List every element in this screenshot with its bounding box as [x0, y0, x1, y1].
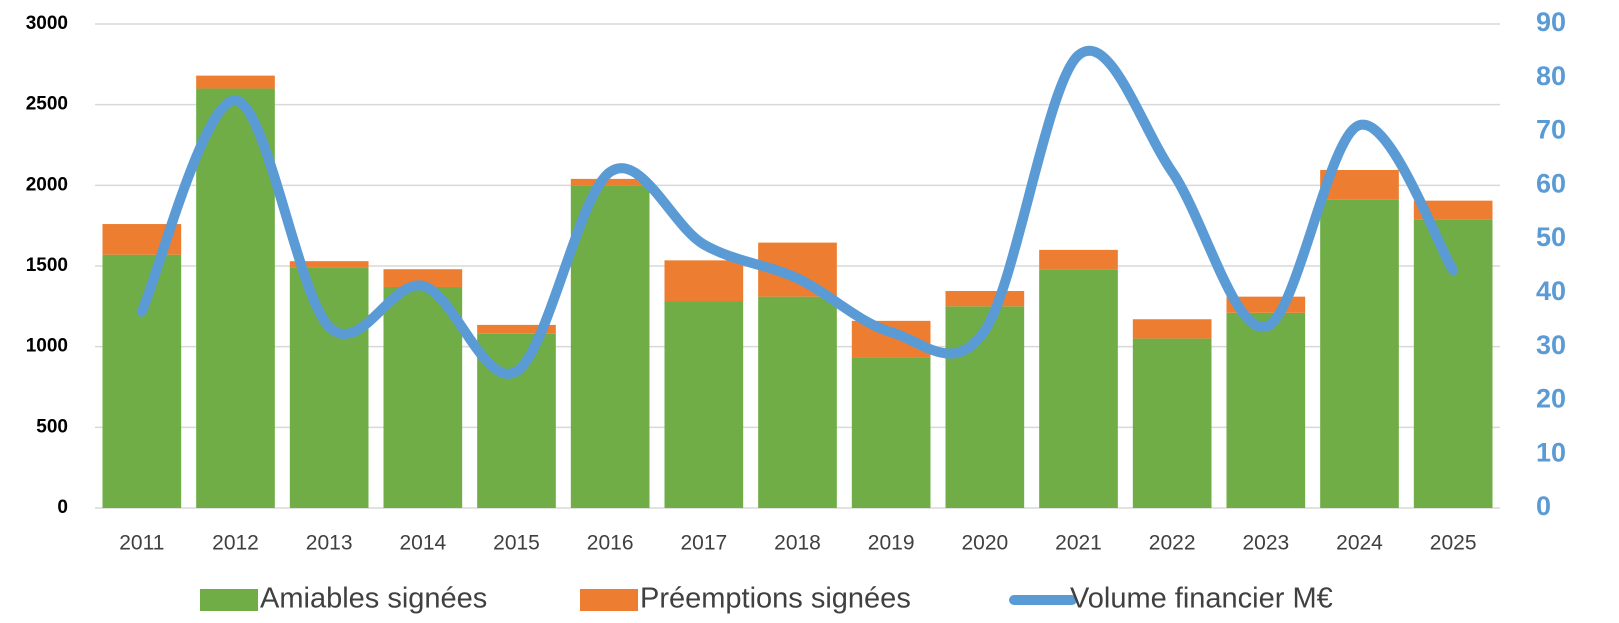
x-tick-label: 2025: [1430, 532, 1477, 555]
bar: [383, 269, 463, 287]
x-tick-label: 2014: [399, 532, 446, 555]
bar: [570, 178, 650, 186]
bar: [664, 260, 744, 302]
bar: [851, 357, 931, 508]
bar: [664, 301, 744, 508]
y2-tick-label: 60: [1536, 168, 1566, 198]
legend-label: Préemptions signées: [640, 583, 911, 615]
y-tick-label: 3000: [26, 13, 68, 34]
x-tick-label: 2021: [1055, 532, 1102, 555]
bar: [1320, 199, 1399, 508]
bar: [1039, 269, 1118, 508]
bar: [570, 185, 650, 509]
y2-tick-label: 30: [1536, 330, 1566, 360]
legend-label: Volume financier M€: [1070, 583, 1333, 615]
y-tick-label: 2500: [26, 94, 68, 115]
bar: [758, 296, 837, 508]
bar: [102, 254, 182, 508]
bar: [1039, 249, 1118, 270]
legend-swatch: [580, 589, 638, 611]
x-tick-label: 2020: [961, 532, 1008, 555]
legend-label: Amiables signées: [260, 583, 487, 615]
x-tick-label: 2016: [587, 532, 634, 555]
y2-tick-label: 90: [1536, 7, 1566, 37]
bar: [1226, 312, 1306, 508]
y-tick-label: 1500: [26, 255, 68, 276]
x-tick-label: 2012: [212, 532, 259, 555]
y2-tick-label: 0: [1536, 491, 1551, 521]
x-tick-label: 2018: [774, 532, 821, 555]
x-tick-label: 2022: [1149, 532, 1196, 555]
bar: [196, 88, 275, 509]
x-tick-label: 2023: [1242, 532, 1289, 555]
y2-tick-label: 80: [1536, 61, 1566, 91]
bar: [945, 291, 1025, 307]
y2-tick-label: 40: [1536, 276, 1566, 306]
y2-tick-label: 70: [1536, 115, 1566, 145]
y-tick-label: 500: [36, 416, 68, 437]
y-tick-label: 2000: [26, 174, 68, 195]
bar: [383, 286, 463, 508]
y2-tick-label: 50: [1536, 222, 1566, 252]
x-tick-label: 2024: [1336, 532, 1383, 555]
bar: [1132, 319, 1212, 339]
x-tick-label: 2015: [493, 532, 540, 555]
bar: [289, 267, 369, 508]
bar: [289, 261, 369, 268]
bar: [1132, 338, 1212, 508]
x-tick-label: 2011: [119, 532, 164, 555]
y-tick-label: 1000: [26, 336, 68, 357]
bar: [196, 75, 275, 89]
y2-tick-label: 20: [1536, 384, 1566, 414]
bar: [477, 324, 556, 334]
y-tick-label: 0: [57, 497, 68, 518]
bar: [1413, 200, 1493, 220]
x-tick-label: 2017: [680, 532, 727, 555]
legend-swatch: [200, 589, 258, 611]
x-tick-label: 2013: [306, 532, 353, 555]
line: [136, 45, 1459, 379]
bar: [945, 306, 1025, 508]
x-tick-label: 2019: [868, 532, 915, 555]
y2-tick-label: 10: [1536, 437, 1566, 467]
